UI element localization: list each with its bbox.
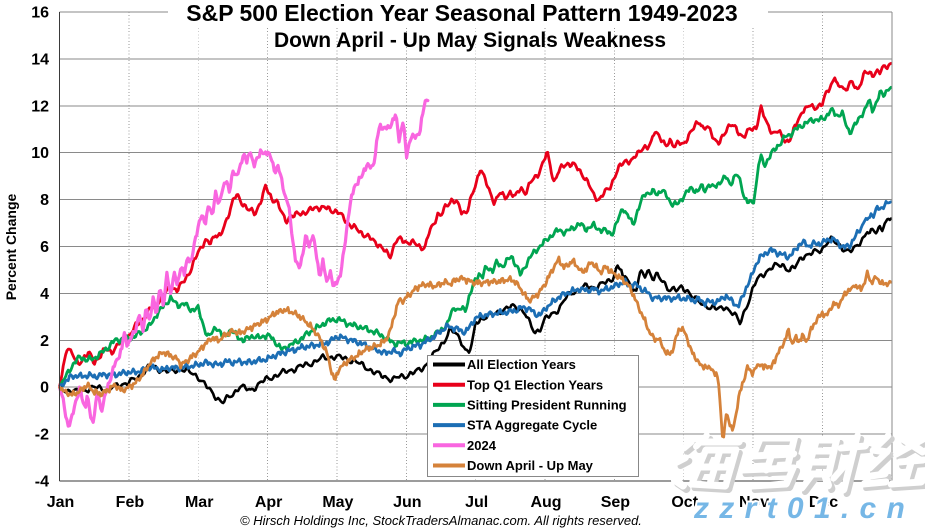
- svg-text:Percent Change: Percent Change: [3, 193, 19, 300]
- svg-text:14: 14: [31, 51, 49, 68]
- svg-text:-2: -2: [35, 427, 49, 444]
- svg-text:Oct: Oct: [671, 494, 698, 511]
- svg-text:Apr: Apr: [255, 494, 283, 511]
- svg-text:Mar: Mar: [185, 494, 213, 511]
- svg-text:Aug: Aug: [530, 494, 561, 511]
- svg-text:© Hirsch Holdings Inc, StockTr: © Hirsch Holdings Inc, StockTradersAlman…: [240, 513, 642, 528]
- svg-text:Jan: Jan: [47, 494, 75, 511]
- svg-text:16: 16: [31, 5, 49, 22]
- svg-text:4: 4: [40, 286, 49, 303]
- svg-text:Dec: Dec: [809, 494, 838, 511]
- svg-text:zzrt01.cn: zzrt01.cn: [693, 492, 915, 525]
- svg-text:Jun: Jun: [393, 494, 421, 511]
- svg-text:Feb: Feb: [116, 494, 145, 511]
- svg-text:10: 10: [31, 145, 49, 162]
- svg-text:All Election Years: All Election Years: [467, 357, 576, 372]
- svg-text:Top Q1 Election Years: Top Q1 Election Years: [467, 377, 603, 392]
- svg-text:2024: 2024: [467, 438, 497, 453]
- svg-text:0: 0: [40, 380, 49, 397]
- svg-text:STA Aggregate Cycle: STA Aggregate Cycle: [467, 418, 597, 433]
- svg-text:May: May: [322, 494, 353, 511]
- svg-text:Down April - Up May: Down April - Up May: [467, 458, 594, 473]
- svg-text:Sitting President Running: Sitting President Running: [467, 398, 627, 413]
- svg-text:8: 8: [40, 192, 49, 209]
- svg-text:Sep: Sep: [601, 494, 631, 511]
- svg-text:2: 2: [40, 333, 49, 350]
- svg-text:Nov: Nov: [739, 494, 769, 511]
- svg-text:S&P 500 Election Year Seasonal: S&P 500 Election Year Seasonal Pattern 1…: [186, 0, 737, 26]
- svg-text:6: 6: [40, 239, 49, 256]
- svg-text:-4: -4: [35, 474, 49, 491]
- svg-text:Down April - Up May Signals We: Down April - Up May Signals Weakness: [274, 29, 666, 52]
- svg-text:Jul: Jul: [465, 494, 488, 511]
- svg-text:12: 12: [31, 98, 49, 115]
